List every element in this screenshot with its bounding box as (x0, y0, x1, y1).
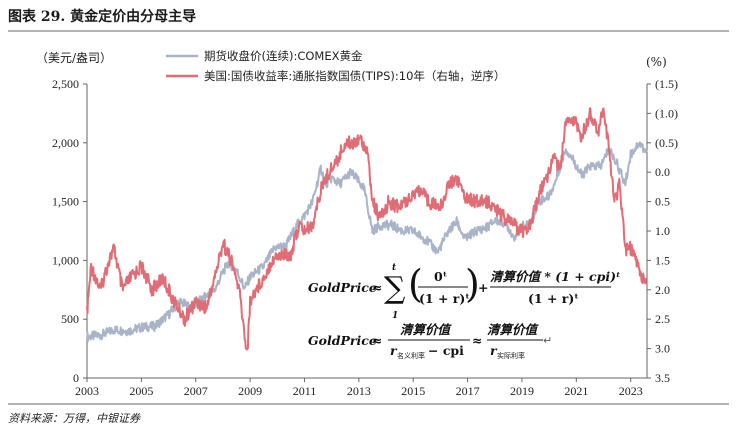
left-tick-label: 500 (61, 312, 79, 326)
formula-line2-den-sub: 名义利率 (397, 351, 425, 360)
left-tick-label: 0 (73, 371, 79, 385)
series-gold-line (86, 141, 648, 342)
formula-plus: + (478, 280, 488, 295)
right-tick-label: (1.0) (655, 106, 678, 120)
right-tick-label: 3.0 (655, 342, 670, 356)
left-tick-label: 2,500 (52, 77, 79, 91)
x-tick-label: 2003 (75, 384, 99, 398)
formula-frac1-num: 0ᵗ (434, 269, 447, 284)
right-tick-label: 1.5 (655, 253, 670, 267)
right-tick-label: 2.0 (655, 283, 670, 297)
right-axis-ticks: (1.5) (1.0) (0.5) 0.0 0.5 1.0 1.5 2.0 2.5 3.0 3.5 (647, 77, 678, 385)
formula-sum-top: t (392, 263, 397, 273)
right-tick-label: (1.5) (655, 77, 678, 91)
x-tick-label: 2007 (184, 384, 208, 398)
formula-approx-3: ≈ (472, 333, 482, 348)
formula-paren-close: ) (465, 262, 480, 306)
formula-line2-den2-r: r (490, 343, 498, 358)
formula-frac2-num: 清算价值 * (1 + cpi)ᵗ (490, 269, 621, 284)
legend-label-gold: 期货收盘价(连续):COMEX黄金 (204, 49, 363, 63)
left-axis-unit: （美元/盎司） (36, 51, 112, 65)
left-tick-label: 1,000 (52, 253, 79, 267)
source-note: 资料来源：万得，中银证券 (8, 412, 141, 425)
x-tick-label: 2017 (456, 384, 480, 398)
formula-approx-1: ≈ (372, 280, 382, 295)
formula-line2-num: 清算价值 (400, 322, 453, 337)
legend: 期货收盘价(连续):COMEX黄金 美国:国债收益率:通胀指数国债(TIPS):… (166, 49, 505, 83)
x-tick-label: 2021 (564, 384, 588, 398)
formula-frac1-den: (1 + r)ᵗ (419, 291, 470, 306)
left-tick-label: 1,500 (52, 195, 79, 209)
right-tick-label: 2.5 (655, 312, 670, 326)
x-tick-label: 2023 (619, 384, 643, 398)
x-axis-ticks: 2003 2005 2007 2009 2011 2013 2015 2017 2019 2021… (75, 378, 643, 398)
x-tick-label: 2019 (510, 384, 534, 398)
right-axis-unit: (%) (646, 55, 667, 69)
formula-sum-bottom: 1 (392, 311, 398, 321)
formula-enter-mark: ↵ (543, 334, 552, 347)
right-tick-label: (0.5) (655, 136, 678, 150)
formula-paren-open: ( (408, 262, 423, 306)
formula-lhs: GoldPrice (308, 280, 377, 295)
legend-label-tips: 美国:国债收益率:通胀指数国债(TIPS):10年（右轴，逆序） (204, 69, 505, 83)
formula-annotation: GoldPrice ≈ t ∑ 1 ( 0ᵗ (1 + r)ᵗ ) + 清算价值… (308, 262, 621, 360)
formula-frac2-den: (1 + r)ᵗ (528, 291, 579, 306)
series-layer (86, 107, 648, 351)
formula-line2-den-r: r (390, 343, 398, 358)
figure-title: 图表 29. 黄金定价由分母主导 (8, 8, 196, 25)
formula-sigma: ∑ (384, 271, 406, 306)
formula-approx-2: ≈ (372, 333, 382, 348)
right-tick-label: 1.0 (655, 224, 670, 238)
formula-line2-den-rest: − cpi (428, 343, 464, 358)
right-tick-label: 3.5 (655, 371, 670, 385)
formula-line2-den2-sub: 实际利率 (497, 351, 525, 360)
x-tick-label: 2005 (129, 384, 153, 398)
x-tick-label: 2015 (401, 384, 425, 398)
x-tick-label: 2011 (293, 384, 317, 398)
left-axis-ticks: 0 500 1,000 1,500 2,000 2,500 (52, 77, 87, 385)
x-tick-label: 2009 (238, 384, 262, 398)
formula-line2-num2: 清算价值 (487, 322, 540, 337)
formula-line2-lhs: GoldPrice (308, 333, 377, 348)
right-tick-label: 0.5 (655, 195, 670, 209)
left-tick-label: 2,000 (52, 136, 79, 150)
series-tips-line (86, 107, 648, 351)
right-tick-label: 0.0 (655, 165, 670, 179)
x-tick-label: 2013 (347, 384, 371, 398)
